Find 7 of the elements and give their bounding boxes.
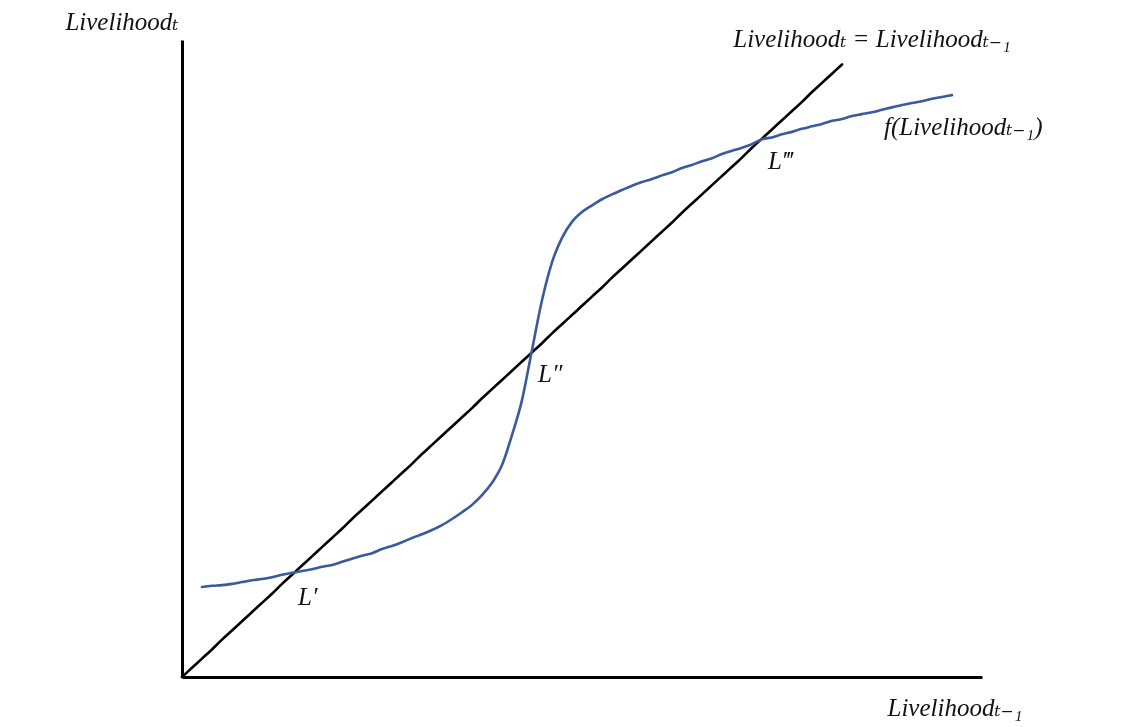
x-axis-title: Livelihoodₜ₋₁ [886, 693, 1023, 721]
annotation: L‴ [767, 146, 794, 174]
y-axis-title: Livelihoodₜ [64, 7, 179, 35]
series-label: Livelihoodₜ = Livelihoodₜ₋₁ [732, 24, 1011, 52]
annotation: L′ [297, 582, 318, 610]
series-label: f(Livelihoodₜ₋₁) [884, 113, 1043, 142]
annotation: L″ [537, 360, 563, 388]
